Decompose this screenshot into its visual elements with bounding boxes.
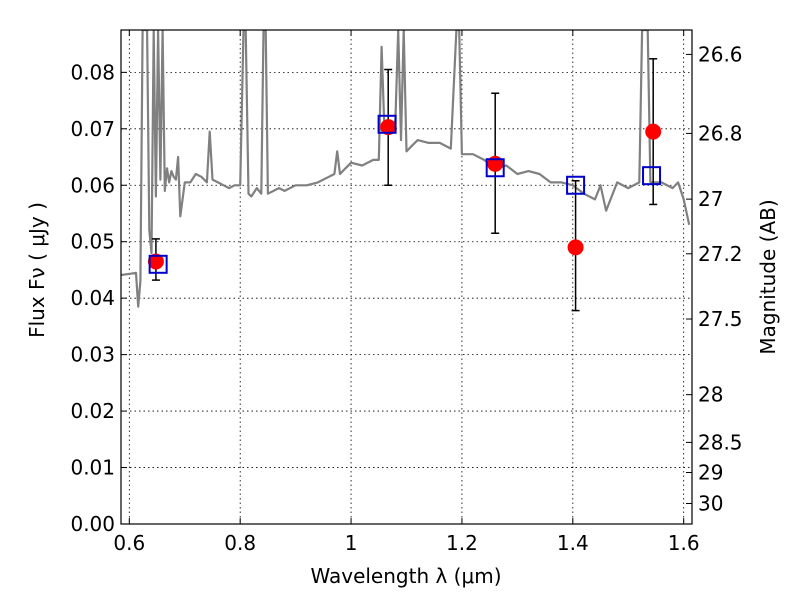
model-point [485,158,505,178]
observed-point [487,155,504,172]
model-point [566,175,586,195]
y2-tick-label: 27.2 [698,242,743,266]
model-point [377,114,397,134]
y2-tick-label: 28.5 [698,430,743,454]
y2-tick-label: 27.5 [698,307,743,331]
x-tick-label: 0.6 [113,531,145,555]
y-tick-label: 0.00 [70,512,115,536]
y2-tick-label: 26.6 [698,42,743,66]
y-tick-label: 0.08 [70,60,115,84]
observed-point [567,239,584,256]
model-spectrum-line [121,30,691,308]
y-tick-label: 0.06 [70,173,115,197]
y-tick-label: 0.02 [70,399,115,423]
axes: 0.6 0.8 1 1.2 1.4 1.6 0.00 0.01 0.02 0.03 0.04 0.05… [70,30,743,555]
x-tick-label: 1 [345,531,358,555]
y-tick-label: 0.04 [70,286,115,310]
x-axis-title: Wavelength λ (μm) [310,564,501,588]
model-point [642,166,662,186]
x-tick-label: 1.4 [557,531,589,555]
y-tick-label: 0.05 [70,230,115,254]
y-tick-label: 0.01 [70,456,115,480]
y2-tick-label: 30 [698,492,723,516]
y2-tick-label: 29 [698,461,723,485]
y-tick-label: 0.03 [70,343,115,367]
y-axis-title: Flux Fν ( μJy ) [25,202,49,338]
y2-tick-label: 26.8 [698,121,743,145]
model-point [148,254,168,274]
y2-tick-label: 27 [698,187,723,211]
x-tick-label: 1.6 [668,531,700,555]
x-tick-label: 0.8 [224,531,256,555]
plot-area [121,30,691,312]
observed-point [380,119,397,136]
plot-frame [120,29,693,525]
observed-point [147,253,164,270]
y-tick-label: 0.07 [70,117,115,141]
y2-tick-label: 28 [698,383,723,407]
x-tick-label: 1.2 [446,531,478,555]
observed-point [645,123,662,140]
y2-axis-title: Magnitude (AB) [756,199,780,354]
